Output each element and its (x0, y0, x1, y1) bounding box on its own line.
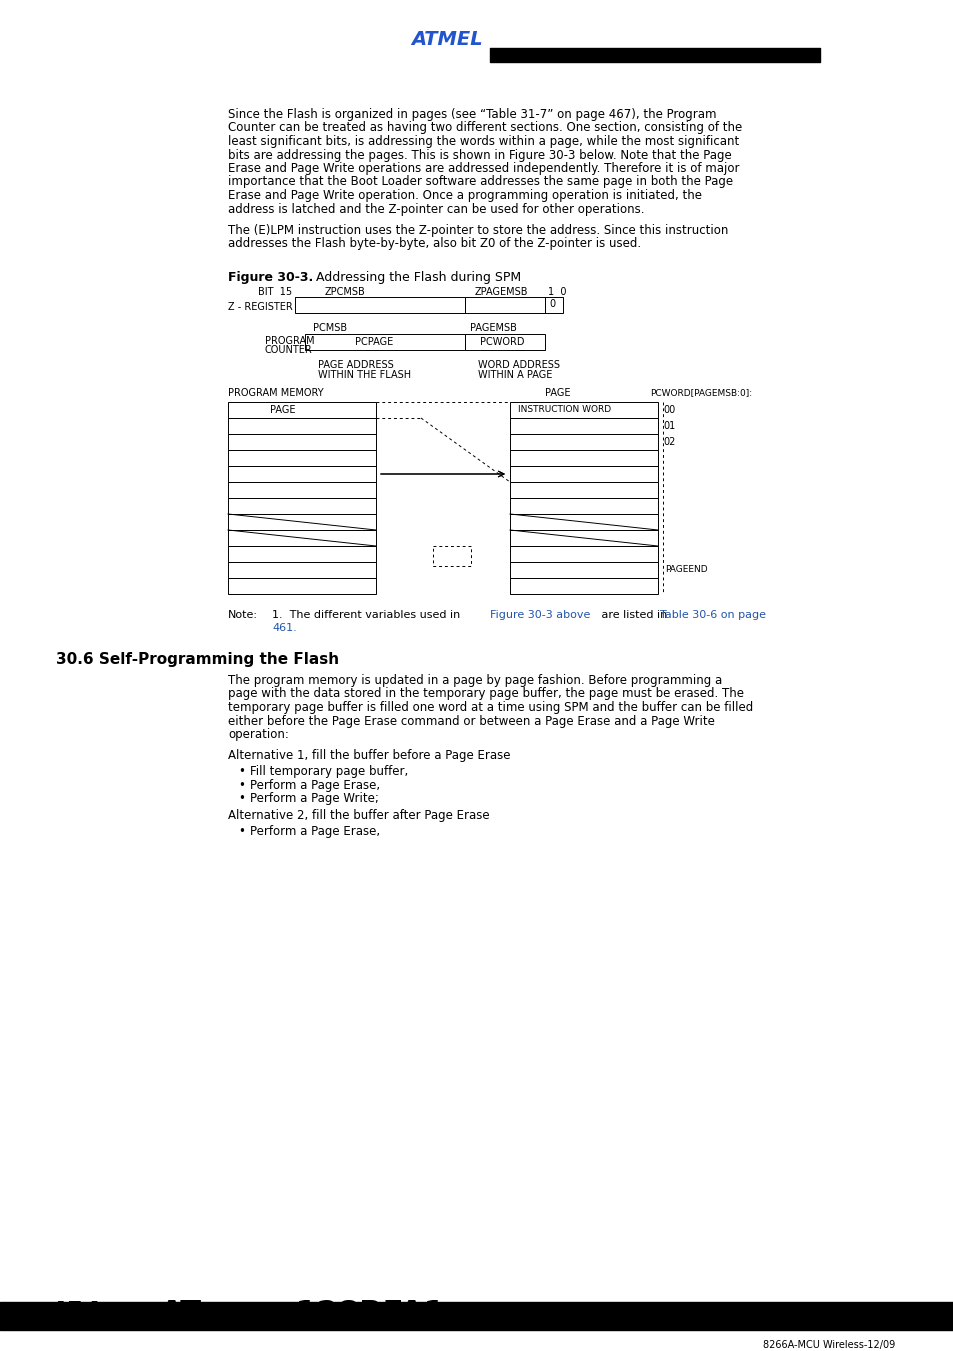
Text: bits are addressing the pages. This is shown in Figure 30-3 below. Note that the: bits are addressing the pages. This is s… (228, 149, 731, 162)
Text: PAGE: PAGE (270, 405, 295, 415)
Text: The program memory is updated in a page by page fashion. Before programming a: The program memory is updated in a page … (228, 674, 721, 688)
Text: temporary page buffer is filled one word at a time using SPM and the buffer can : temporary page buffer is filled one word… (228, 701, 753, 713)
Text: PROGRAM: PROGRAM (265, 336, 314, 346)
Text: Perform a Page Erase,: Perform a Page Erase, (250, 825, 379, 838)
Bar (228, 530, 375, 546)
Text: PROGRAM MEMORY: PROGRAM MEMORY (228, 388, 323, 399)
Bar (510, 578, 658, 594)
Bar (510, 562, 658, 578)
Text: 0: 0 (548, 299, 555, 309)
Text: PCWORD[PAGEMSB:0]:: PCWORD[PAGEMSB:0]: (649, 388, 751, 397)
Text: ATmega128RFA1: ATmega128RFA1 (160, 1300, 445, 1328)
Text: 1.  The different variables used in: 1. The different variables used in (272, 611, 463, 620)
Bar (228, 482, 375, 499)
Text: Table 30-6 on page: Table 30-6 on page (659, 611, 765, 620)
Text: WITHIN THE FLASH: WITHIN THE FLASH (317, 370, 411, 380)
Text: 00: 00 (662, 405, 675, 415)
Text: •: • (237, 792, 245, 805)
Text: 02: 02 (662, 436, 675, 447)
Text: PAGEMSB: PAGEMSB (470, 323, 517, 332)
Text: Addressing the Flash during SPM: Addressing the Flash during SPM (312, 272, 520, 284)
Bar (294, 297, 464, 313)
Text: ATMEL: ATMEL (411, 30, 482, 49)
Bar (228, 450, 375, 466)
Bar (510, 466, 658, 482)
Text: Erase and Page Write operations are addressed independently. Therefore it is of : Erase and Page Write operations are addr… (228, 162, 739, 176)
Text: page with the data stored in the temporary page buffer, the page must be erased.: page with the data stored in the tempora… (228, 688, 743, 701)
Text: PAGE: PAGE (544, 388, 570, 399)
Bar (228, 513, 375, 530)
Bar (510, 482, 658, 499)
Text: Z - REGISTER: Z - REGISTER (228, 303, 293, 312)
Text: INSTRUCTION WORD: INSTRUCTION WORD (517, 405, 611, 413)
Text: Perform a Page Erase,: Perform a Page Erase, (250, 778, 379, 792)
Text: 30.6 Self-Programming the Flash: 30.6 Self-Programming the Flash (56, 653, 338, 667)
Bar (510, 513, 658, 530)
Text: •: • (237, 765, 245, 778)
Bar (464, 297, 544, 313)
Text: Perform a Page Write;: Perform a Page Write; (250, 792, 378, 805)
Bar (510, 450, 658, 466)
Bar (228, 499, 375, 513)
Bar (510, 499, 658, 513)
Text: Fill temporary page buffer,: Fill temporary page buffer, (250, 765, 408, 778)
Text: ZPAGEMSB: ZPAGEMSB (475, 286, 528, 297)
Bar (510, 403, 658, 417)
Text: The (E)LPM instruction uses the Z-pointer to store the address. Since this instr: The (E)LPM instruction uses the Z-pointe… (228, 224, 727, 236)
Text: PCWORD: PCWORD (479, 336, 524, 347)
Text: COUNTER: COUNTER (265, 345, 313, 355)
Text: Figure 30-3 above: Figure 30-3 above (490, 611, 590, 620)
Text: Erase and Page Write operation. Once a programming operation is initiated, the: Erase and Page Write operation. Once a p… (228, 189, 701, 203)
Bar (228, 546, 375, 562)
Bar (228, 417, 375, 434)
Text: 454: 454 (50, 1300, 102, 1324)
Text: Note:: Note: (228, 611, 257, 620)
Text: are listed in: are listed in (598, 611, 670, 620)
Bar (544, 297, 562, 313)
Text: least significant bits, is addressing the words within a page, while the most si: least significant bits, is addressing th… (228, 135, 739, 149)
Text: 01: 01 (662, 422, 675, 431)
Bar (464, 334, 544, 350)
Text: importance that the Boot Loader software addresses the same page in both the Pag: importance that the Boot Loader software… (228, 176, 732, 189)
Bar (228, 434, 375, 450)
Text: operation:: operation: (228, 728, 289, 740)
Bar (510, 546, 658, 562)
Text: Alternative 1, fill the buffer before a Page Erase: Alternative 1, fill the buffer before a … (228, 750, 510, 762)
Bar (228, 403, 375, 417)
Text: Counter can be treated as having two different sections. One section, consisting: Counter can be treated as having two dif… (228, 122, 741, 135)
Text: Alternative 2, fill the buffer after Page Erase: Alternative 2, fill the buffer after Pag… (228, 809, 489, 823)
Bar (510, 417, 658, 434)
Text: WORD ADDRESS: WORD ADDRESS (477, 359, 559, 370)
Bar (228, 466, 375, 482)
Text: PCPAGE: PCPAGE (355, 336, 393, 347)
Text: BIT  15: BIT 15 (257, 286, 292, 297)
Bar (228, 578, 375, 594)
Text: WITHIN A PAGE: WITHIN A PAGE (477, 370, 552, 380)
Bar (510, 530, 658, 546)
Text: PCMSB: PCMSB (313, 323, 347, 332)
Bar (228, 562, 375, 578)
Text: •: • (237, 825, 245, 838)
Text: either before the Page Erase command or between a Page Erase and a Page Write: either before the Page Erase command or … (228, 715, 714, 727)
Text: 8266A-MCU Wireless-12/09: 8266A-MCU Wireless-12/09 (762, 1340, 894, 1350)
Text: Figure 30-3.: Figure 30-3. (228, 272, 313, 284)
Text: address is latched and the Z-pointer can be used for other operations.: address is latched and the Z-pointer can… (228, 203, 644, 216)
Text: •: • (237, 778, 245, 792)
Text: 461.: 461. (272, 623, 296, 634)
Text: Since the Flash is organized in pages (see “Table 31-7” on page 467), the Progra: Since the Flash is organized in pages (s… (228, 108, 716, 122)
Text: ZPCMSB: ZPCMSB (325, 286, 365, 297)
Text: 1  0: 1 0 (547, 286, 566, 297)
Text: PAGE ADDRESS: PAGE ADDRESS (317, 359, 394, 370)
Bar (510, 434, 658, 450)
Bar (305, 334, 464, 350)
Text: addresses the Flash byte-by-byte, also bit Z0 of the Z-pointer is used.: addresses the Flash byte-by-byte, also b… (228, 238, 640, 250)
Text: PAGEEND: PAGEEND (664, 565, 707, 574)
